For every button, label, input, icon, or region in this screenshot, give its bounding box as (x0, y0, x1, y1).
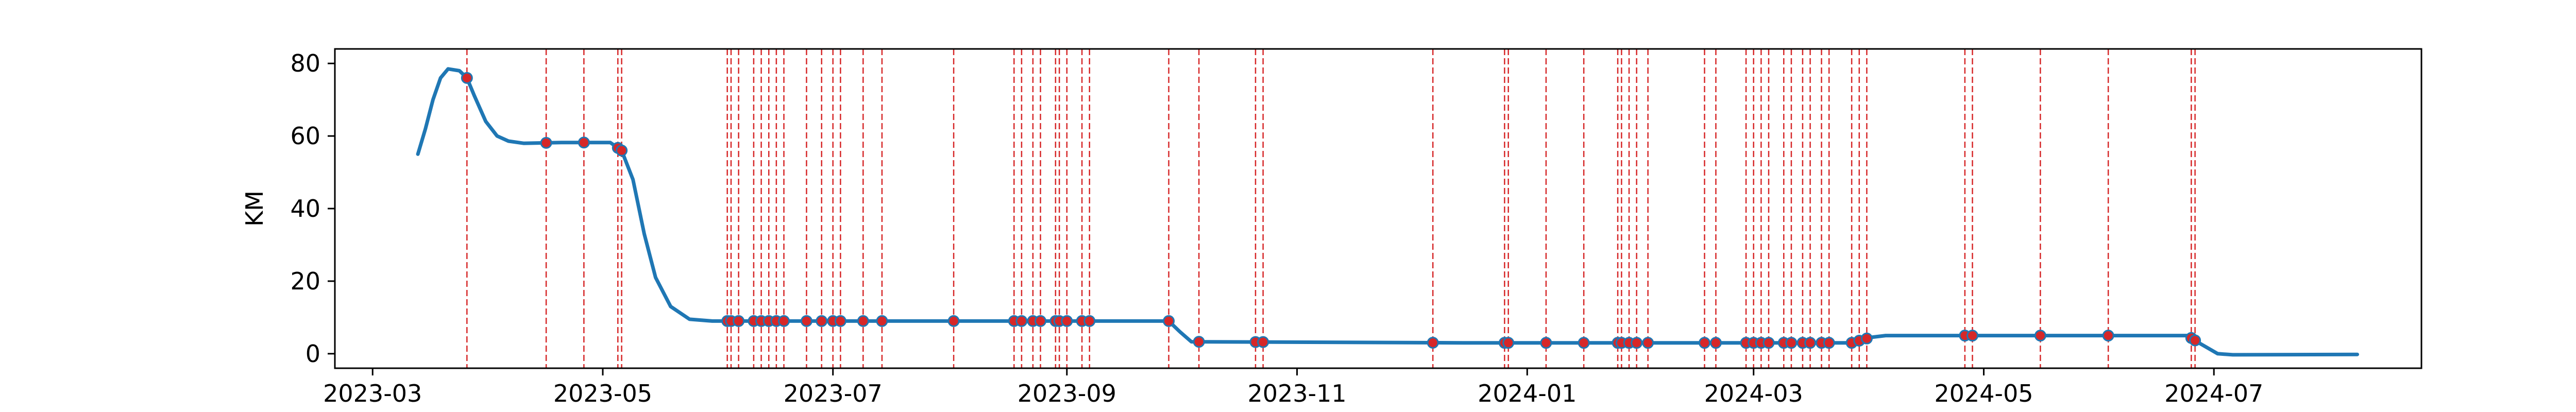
y-tick-label-4: 80 (290, 49, 320, 77)
x-tick-label-5: 2024-01 (1478, 380, 1577, 407)
event-marker-61 (2102, 330, 2114, 342)
event-marker-50 (1785, 337, 1798, 349)
event-marker-21 (1015, 315, 1028, 327)
x-axis: 2023-03 2023-05 2023-07 2023-09 2023-11 2024-… (323, 368, 2263, 407)
event-marker-32 (1257, 336, 1269, 348)
event-marker-63 (2189, 334, 2201, 347)
x-tick-label-2: 2023-07 (784, 380, 883, 407)
y-tick-label-1: 20 (290, 267, 320, 295)
event-marker-60 (2034, 330, 2046, 342)
event-markers (461, 72, 2201, 349)
y-axis: 0 20 40 60 80 (290, 49, 335, 368)
event-marker-48 (1762, 337, 1775, 349)
event-marker-16 (834, 315, 846, 327)
event-marker-30 (1193, 336, 1205, 348)
event-marker-37 (1578, 337, 1590, 349)
y-tick-label-0: 0 (306, 340, 320, 368)
event-marker-29 (1163, 315, 1175, 327)
event-marker-12 (778, 315, 790, 327)
event-marker-26 (1061, 315, 1073, 327)
event-marker-19 (947, 315, 960, 327)
y-tick-label-3: 60 (290, 122, 320, 150)
event-marker-4 (616, 144, 628, 157)
event-marker-33 (1427, 336, 1439, 349)
event-marker-23 (1035, 315, 1047, 327)
y-axis-label: KM (241, 191, 268, 227)
x-tick-label-4: 2023-11 (1247, 380, 1346, 407)
event-marker-59 (1966, 330, 1978, 342)
x-tick-label-8: 2024-07 (2164, 380, 2263, 407)
event-lines (466, 49, 2196, 368)
event-marker-43 (1698, 337, 1710, 349)
x-tick-label-0: 2023-03 (323, 380, 422, 407)
event-marker-14 (816, 315, 828, 327)
y-tick-label-2: 40 (290, 195, 320, 222)
event-marker-7 (733, 315, 745, 327)
event-marker-13 (800, 315, 812, 327)
event-marker-41 (1631, 337, 1643, 349)
event-marker-35 (1502, 337, 1515, 349)
x-tick-label-3: 2023-09 (1018, 380, 1116, 407)
x-tick-label-1: 2023-05 (553, 380, 652, 407)
event-marker-52 (1804, 337, 1817, 349)
event-marker-57 (1860, 332, 1873, 345)
event-marker-28 (1083, 315, 1096, 327)
event-marker-44 (1709, 337, 1722, 349)
event-marker-54 (1823, 337, 1835, 349)
event-marker-42 (1642, 337, 1654, 349)
event-marker-0 (461, 72, 473, 84)
event-marker-18 (876, 315, 888, 327)
event-marker-2 (578, 136, 590, 149)
event-marker-36 (1540, 337, 1552, 349)
x-tick-label-7: 2024-05 (1934, 380, 2033, 407)
event-marker-1 (540, 136, 552, 149)
event-marker-17 (857, 315, 869, 327)
x-tick-label-6: 2024-03 (1704, 380, 1803, 407)
